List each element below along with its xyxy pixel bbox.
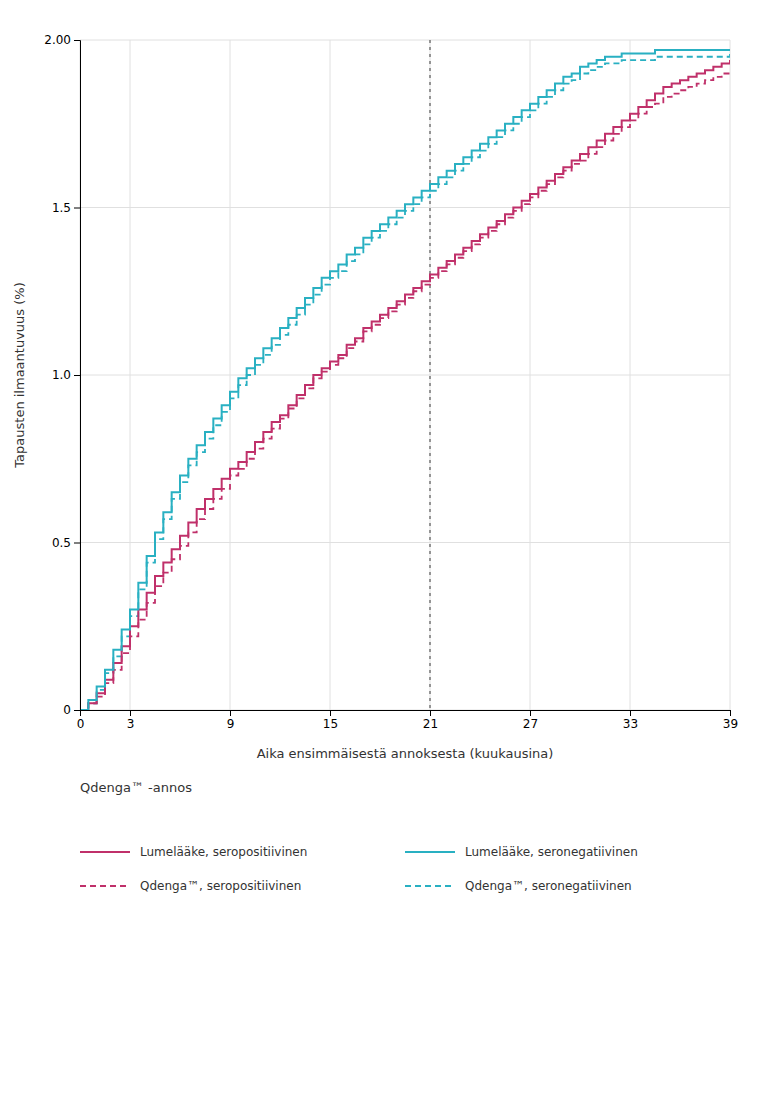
legend-swatch — [80, 851, 130, 853]
grid-line-y — [80, 542, 730, 543]
x-axis: 0391521273339 — [77, 710, 738, 731]
tick-label: 9 — [227, 717, 235, 731]
series-line — [80, 70, 730, 710]
tick-label: 0.5 — [52, 536, 71, 550]
grid-line-y — [80, 375, 730, 376]
tick-label: 27 — [523, 717, 538, 731]
legend-label: Lumelääke, seropositiivinen — [140, 845, 307, 859]
grid — [80, 40, 730, 710]
y-axis-title: Tapausten ilmaantuvuus (%) — [12, 282, 27, 468]
legend-swatch — [80, 885, 130, 887]
tick: 0 — [77, 710, 85, 731]
series-line — [80, 50, 730, 710]
legend-label: Lumelääke, seronegatiivinen — [465, 845, 638, 859]
axis-line — [74, 41, 81, 711]
tick: 21 — [423, 710, 438, 731]
tick-label: 3 — [127, 717, 135, 731]
x-axis-title: Aika ensimmäisestä annoksesta (kuukausin… — [257, 746, 554, 761]
tick-label: 0 — [63, 703, 71, 717]
tick: 1.0 — [52, 368, 80, 382]
tick: 1.5 — [52, 201, 80, 215]
tick-mark — [430, 710, 431, 716]
tick: 0.5 — [52, 536, 80, 550]
legend: Lumelääke, seropositiivinen Lumelääke, se… — [80, 845, 638, 893]
tick: 3 — [127, 710, 135, 731]
tick-mark — [74, 208, 80, 209]
tick-label: 0 — [77, 717, 85, 731]
tick-mark — [74, 375, 80, 376]
legend-item: Qdenga™, seronegatiivinen — [405, 879, 632, 893]
tick-label: 21 — [423, 717, 438, 731]
tick-mark — [530, 710, 531, 716]
tick: 0 — [63, 703, 80, 717]
tick-label: 1.0 — [52, 368, 71, 382]
legend-label: Qdenga™, seropositiivinen — [140, 879, 301, 893]
series-line — [80, 53, 730, 710]
annotation: Qdenga™ -annos — [80, 780, 192, 795]
grid-line-y — [80, 40, 730, 41]
tick-mark — [130, 710, 131, 716]
tick-mark — [630, 710, 631, 716]
tick-mark — [330, 710, 331, 716]
tick-label: 2.00 — [44, 33, 71, 47]
plot: 039152127333900.51.01.52.00 — [44, 33, 738, 730]
tick-label: 1.5 — [52, 201, 71, 215]
tick: 9 — [227, 710, 235, 731]
tick-mark — [74, 543, 80, 544]
tick-label: 39 — [723, 717, 738, 731]
legend-label: Qdenga™, seronegatiivinen — [465, 879, 632, 893]
tick: 27 — [523, 710, 538, 731]
tick-mark — [730, 710, 731, 716]
reference-line — [429, 40, 431, 710]
axis-line — [81, 711, 731, 717]
tick-label: 33 — [623, 717, 638, 731]
series-line — [80, 60, 730, 710]
marks — [80, 40, 730, 710]
tick-mark — [230, 710, 231, 716]
tick: 39 — [723, 710, 738, 731]
tick: 2.00 — [44, 33, 80, 47]
legend-item: Lumelääke, seronegatiivinen — [405, 845, 638, 859]
tick-mark — [74, 40, 80, 41]
tick: 15 — [323, 710, 338, 731]
legend-item: Qdenga™, seropositiivinen — [80, 879, 301, 893]
legend-swatch — [405, 885, 455, 887]
tick-mark — [74, 710, 80, 711]
tick: 33 — [623, 710, 638, 731]
y-axis: 0 0.5 1.0 1.5 2.00 — [44, 33, 80, 717]
legend-item: Lumelääke, seropositiivinen — [80, 845, 307, 859]
tick-label: 15 — [323, 717, 338, 731]
chart: 039152127333900.51.01.52.00Tapausten ilm… — [0, 0, 765, 1104]
legend-swatch — [405, 851, 455, 853]
